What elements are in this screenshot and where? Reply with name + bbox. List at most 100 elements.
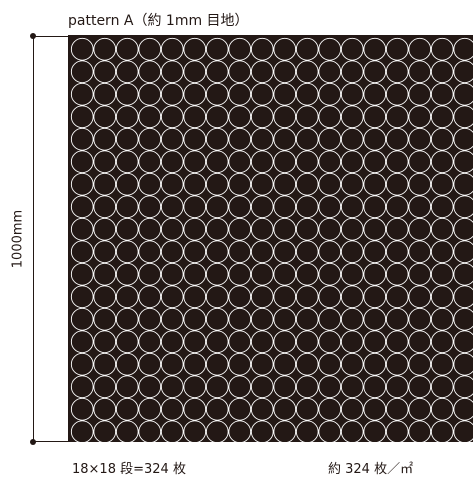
mosaic-tile — [183, 217, 207, 241]
mosaic-tile — [363, 217, 387, 241]
mosaic-tile — [340, 420, 364, 442]
mosaic-tile — [453, 172, 473, 196]
mosaic-tile — [93, 352, 117, 376]
mosaic-tile — [160, 195, 184, 219]
mosaic-tile — [385, 240, 409, 264]
mosaic-tile — [363, 397, 387, 421]
mosaic-tile — [160, 240, 184, 264]
mosaic-tile — [138, 240, 162, 264]
mosaic-tile — [273, 330, 297, 354]
mosaic-tile — [273, 397, 297, 421]
mosaic-tile — [340, 240, 364, 264]
mosaic-tile — [318, 262, 342, 286]
mosaic-tile — [385, 82, 409, 106]
mosaic-tile — [250, 82, 274, 106]
mosaic-tile — [205, 127, 229, 151]
mosaic-tile — [385, 105, 409, 129]
mosaic-tile — [408, 172, 432, 196]
mosaic-tile — [318, 330, 342, 354]
mosaic-tile — [430, 105, 454, 129]
mosaic-tile — [205, 82, 229, 106]
mosaic-tile — [408, 60, 432, 84]
mosaic-tile — [408, 285, 432, 309]
mosaic-tile — [340, 352, 364, 376]
mosaic-tile — [228, 37, 252, 61]
mosaic-tile — [430, 330, 454, 354]
mosaic-tile — [273, 375, 297, 399]
mosaic-tile — [70, 217, 94, 241]
mosaic-tile — [250, 217, 274, 241]
mosaic-tile — [93, 172, 117, 196]
mosaic-tile — [183, 240, 207, 264]
mosaic-tile — [385, 217, 409, 241]
mosaic-tile — [273, 105, 297, 129]
mosaic-tile — [453, 375, 473, 399]
mosaic-tile — [70, 82, 94, 106]
mosaic-tile — [250, 240, 274, 264]
mosaic-tile — [363, 105, 387, 129]
mosaic-tile — [408, 150, 432, 174]
mosaic-tile — [228, 330, 252, 354]
mosaic-tile — [318, 150, 342, 174]
mosaic-tile — [183, 420, 207, 442]
mosaic-tile — [430, 285, 454, 309]
mosaic-tile — [273, 307, 297, 331]
mosaic-tile — [363, 60, 387, 84]
mosaic-tile — [115, 172, 139, 196]
mosaic-tile — [273, 262, 297, 286]
mosaic-tile — [408, 420, 432, 442]
mosaic-tile — [453, 330, 473, 354]
mosaic-tile — [430, 307, 454, 331]
mosaic-tile — [318, 37, 342, 61]
mosaic-tile — [430, 127, 454, 151]
mosaic-tile — [70, 195, 94, 219]
mosaic-tile — [93, 217, 117, 241]
mosaic-tile — [205, 172, 229, 196]
mosaic-tile — [453, 307, 473, 331]
mosaic-tile — [295, 397, 319, 421]
mosaic-tile — [340, 397, 364, 421]
mosaic-tile — [70, 375, 94, 399]
mosaic-tile — [228, 240, 252, 264]
mosaic-tile — [138, 217, 162, 241]
mosaic-tile — [295, 420, 319, 442]
mosaic-tile — [93, 330, 117, 354]
mosaic-tile — [340, 375, 364, 399]
mosaic-tile — [273, 352, 297, 376]
mosaic-tile — [115, 420, 139, 442]
mosaic-tile — [228, 60, 252, 84]
mosaic-tile — [295, 352, 319, 376]
mosaic-tile — [115, 262, 139, 286]
mosaic-tile — [160, 397, 184, 421]
mosaic-tile — [318, 217, 342, 241]
mosaic-tile — [115, 352, 139, 376]
mosaic-tile — [273, 195, 297, 219]
mosaic-tile — [183, 172, 207, 196]
mosaic-tile — [363, 330, 387, 354]
mosaic-tile — [385, 330, 409, 354]
mosaic-tile — [228, 262, 252, 286]
mosaic-tile — [93, 307, 117, 331]
mosaic-tile — [453, 82, 473, 106]
mosaic-tile — [385, 262, 409, 286]
mosaic-tile — [363, 240, 387, 264]
mosaic-tile — [363, 82, 387, 106]
mosaic-tile — [115, 60, 139, 84]
mosaic-tile — [250, 150, 274, 174]
pattern-background — [68, 35, 473, 442]
mosaic-tile — [318, 172, 342, 196]
mosaic-tile — [250, 37, 274, 61]
mosaic-tile — [160, 307, 184, 331]
mosaic-tile — [430, 262, 454, 286]
mosaic-tile — [205, 307, 229, 331]
mosaic-tile — [250, 195, 274, 219]
mosaic-tile — [385, 37, 409, 61]
mosaic-tile — [160, 217, 184, 241]
mosaic-tile — [408, 330, 432, 354]
per-area-caption: 約 324 枚／㎡ — [328, 462, 414, 477]
mosaic-tile — [363, 172, 387, 196]
mosaic-tile — [453, 420, 473, 442]
mosaic-tile — [70, 37, 94, 61]
mosaic-tile — [385, 60, 409, 84]
mosaic-tile — [430, 397, 454, 421]
